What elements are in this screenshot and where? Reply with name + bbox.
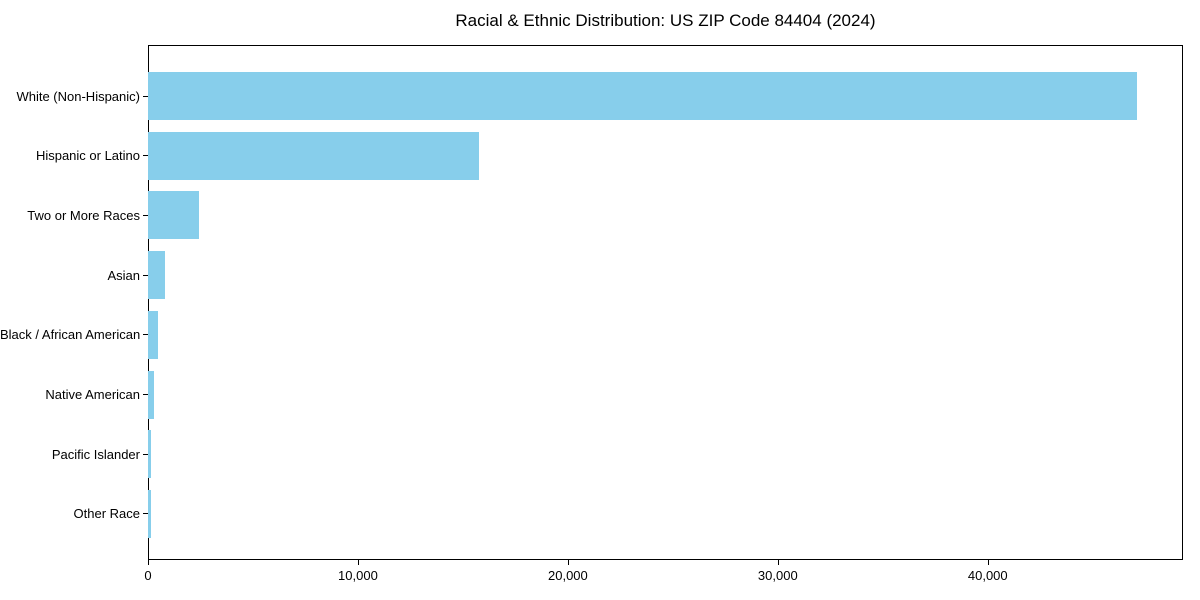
x-tick-label: 20,000: [547, 568, 588, 583]
bar: [148, 191, 199, 240]
y-tick-mark: [143, 274, 148, 276]
bar-track: [148, 191, 1183, 240]
bar: [148, 489, 151, 538]
bar-row: Native American: [0, 370, 1183, 419]
bar-row: Pacific Islander: [0, 430, 1183, 479]
y-axis-category-label: Asian: [107, 267, 140, 283]
x-tick-label: 0: [144, 568, 152, 583]
bar: [148, 310, 159, 359]
y-axis-category-label: Pacific Islander: [51, 446, 140, 462]
y-tick-mark: [143, 513, 148, 515]
y-axis-category-label: Native American: [45, 387, 140, 403]
x-tick-mark: [987, 560, 989, 565]
plot-frame: [148, 45, 1183, 560]
bar: [148, 131, 479, 180]
x-tick-mark: [357, 560, 359, 565]
x-tick-mark: [777, 560, 779, 565]
y-tick-mark: [143, 394, 148, 396]
bar-track: [148, 430, 1183, 479]
y-tick-mark: [143, 95, 148, 97]
y-tick-mark: [143, 214, 148, 216]
bar-track: [148, 489, 1183, 538]
bar-track: [148, 131, 1183, 180]
bar: [148, 430, 151, 479]
x-tick-mark: [148, 560, 149, 565]
x-tick-label: 10,000: [338, 568, 378, 583]
bar-row: Other Race: [0, 489, 1183, 538]
bar-row: Asian: [0, 251, 1183, 300]
y-axis-category-label: Other Race: [73, 506, 140, 522]
y-tick-mark: [143, 453, 148, 455]
bar-row: Two or More Races: [0, 191, 1183, 240]
x-tick-mark: [567, 560, 569, 565]
y-axis-category-label: Black / African American: [0, 327, 141, 343]
bar-row: Black / African American: [0, 310, 1183, 359]
y-axis-category-label: White (Non-Hispanic): [16, 88, 140, 104]
bar-track: [148, 370, 1183, 419]
bar-track: [148, 310, 1183, 359]
y-tick-mark: [143, 155, 148, 157]
y-axis-category-label: Hispanic or Latino: [35, 148, 140, 164]
bar: [148, 251, 165, 300]
bar-track: [148, 72, 1183, 120]
bar: [148, 370, 155, 419]
bar-row: White (Non-Hispanic): [0, 72, 1183, 120]
chart-title: Racial & Ethnic Distribution: US ZIP Cod…: [455, 11, 876, 30]
bar-row: Hispanic or Latino: [0, 131, 1183, 180]
x-tick-label: 40,000: [967, 568, 1008, 583]
y-tick-mark: [143, 334, 148, 336]
x-tick-label: 30,000: [757, 568, 798, 583]
bar-track: [148, 251, 1183, 300]
y-axis-category-label: Two or More Races: [27, 207, 140, 223]
bar: [148, 72, 1137, 120]
plot-area: White (Non-Hispanic) Hispanic or Latino Tw…: [0, 45, 1183, 560]
